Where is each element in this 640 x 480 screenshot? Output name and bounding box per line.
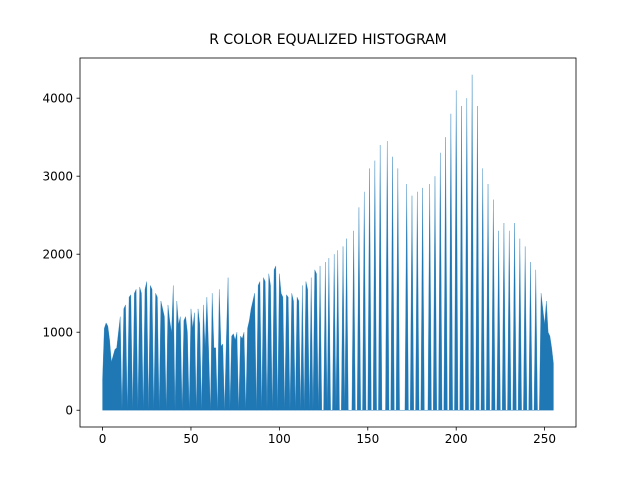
- x-tick-label: 0: [99, 432, 107, 446]
- x-tick-label: 150: [356, 432, 379, 446]
- x-tick-label: 250: [533, 432, 556, 446]
- x-tick-label: 200: [445, 432, 468, 446]
- plot-frame: [79, 57, 577, 428]
- x-tick-label: 50: [183, 432, 198, 446]
- area: [102, 74, 554, 411]
- y-tick-label: 1000: [42, 326, 73, 340]
- y-tick-label: 2000: [42, 248, 73, 262]
- x-tick-label: 100: [268, 432, 291, 446]
- y-tick-label: 0: [65, 404, 73, 418]
- y-tick-label: 4000: [42, 92, 73, 106]
- y-tick-label: 3000: [42, 170, 73, 184]
- chart-title: R COLOR EQUALIZED HISTOGRAM: [209, 32, 447, 48]
